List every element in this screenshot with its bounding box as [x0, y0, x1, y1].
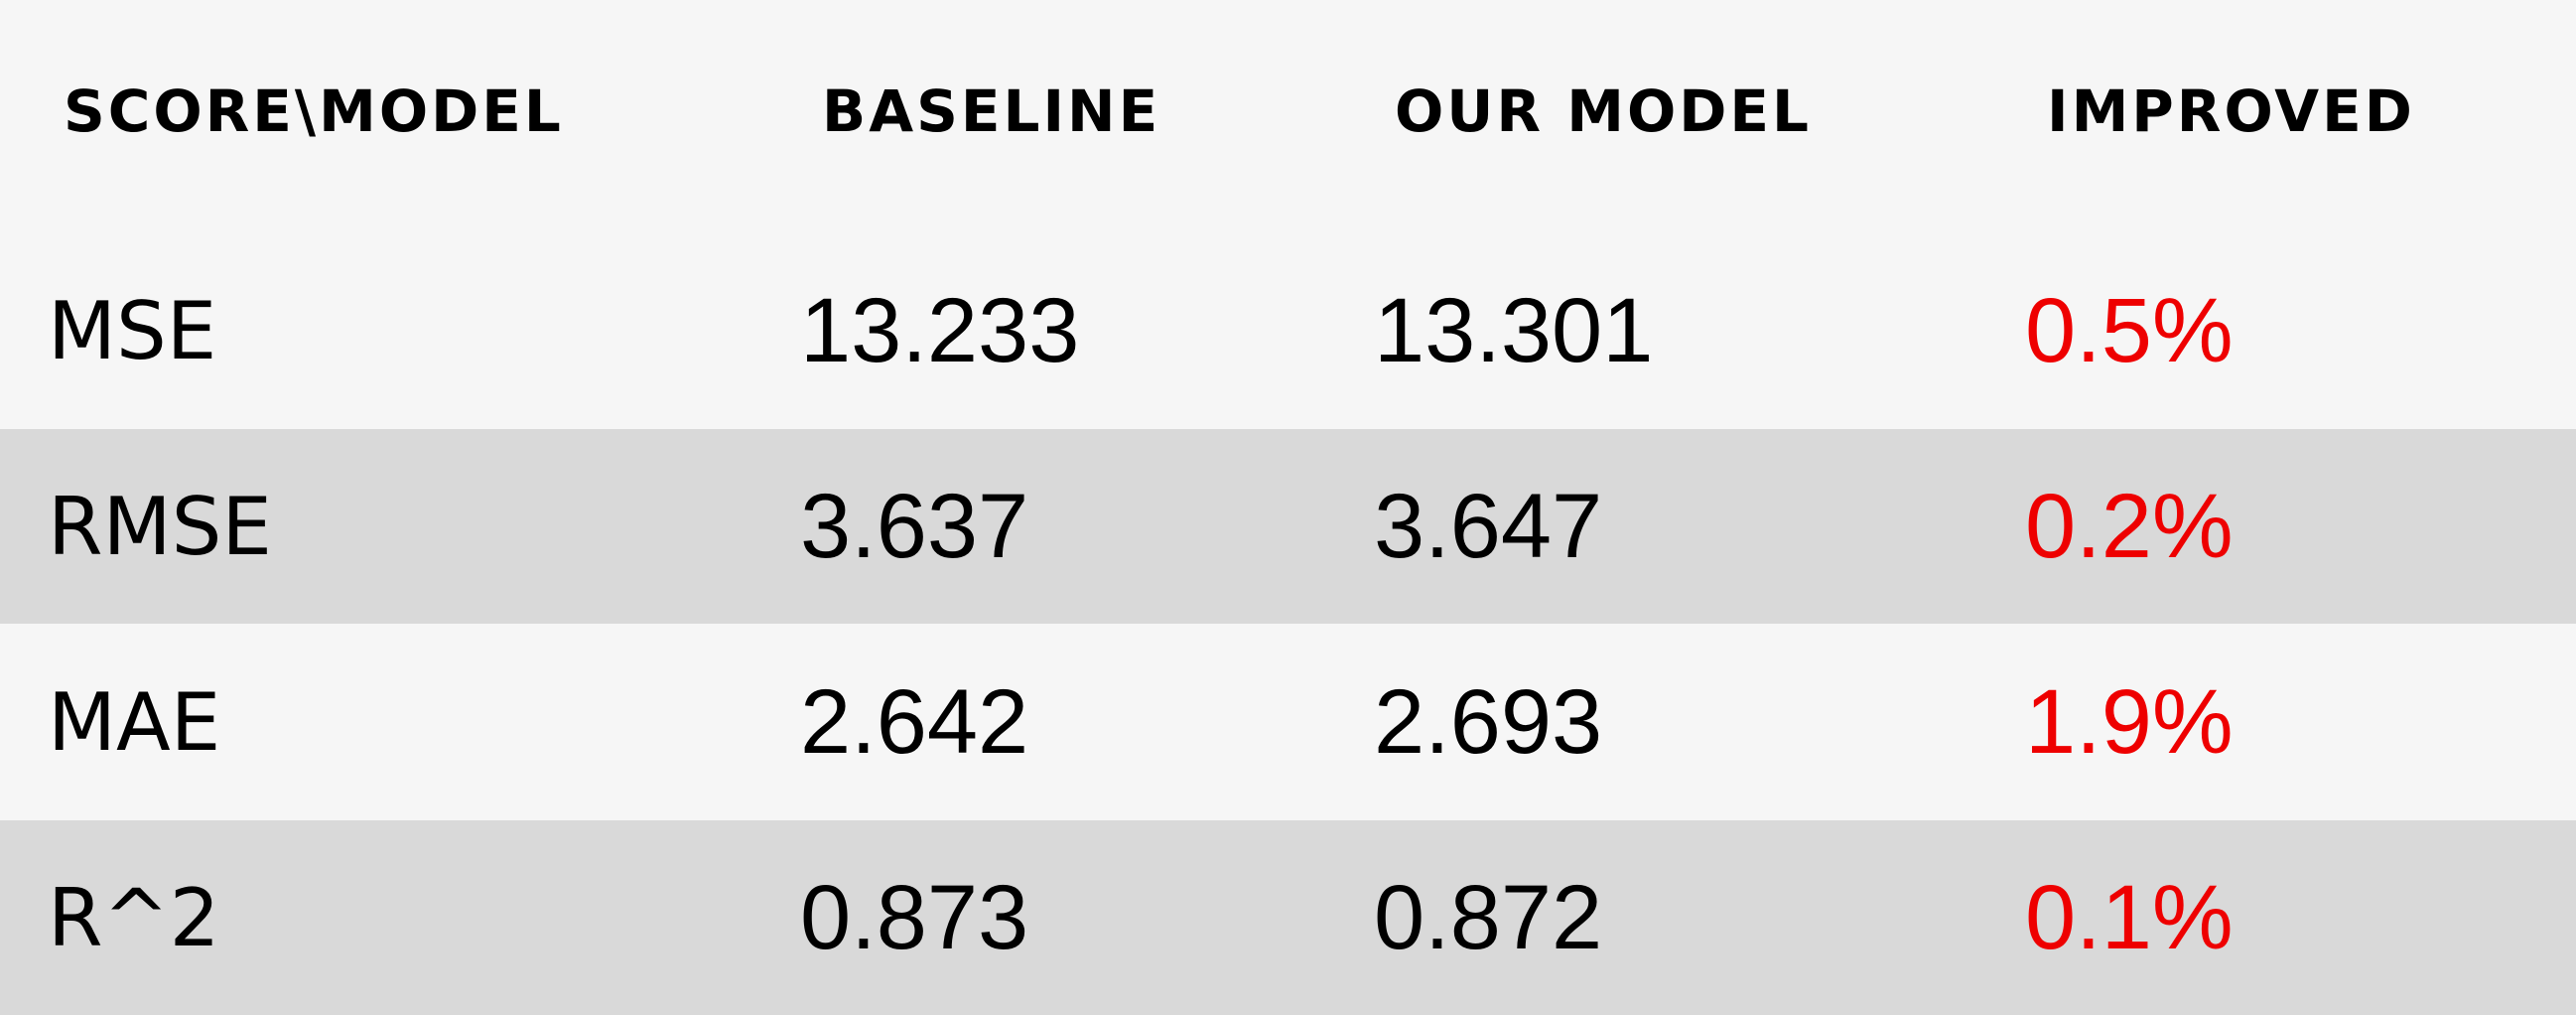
table-row: MAE 2.642 2.693 1.9%: [0, 625, 2576, 819]
column-header-score-model: SCORE\MODEL: [64, 77, 564, 145]
table-row: R^2 0.873 0.872 0.1%: [0, 820, 2576, 1015]
baseline-value: 13.233: [800, 279, 1080, 381]
table-row: RMSE 3.637 3.647 0.2%: [0, 429, 2576, 624]
table-row: MSE 13.233 13.301 0.5%: [0, 233, 2576, 428]
table-header-row: SCORE\MODEL BASELINE OUR MODEL IMPROVED: [0, 0, 2576, 233]
improved-value: 0.5%: [2025, 279, 2234, 381]
metric-cell: MSE: [48, 284, 217, 377]
column-header-baseline: BASELINE: [822, 77, 1161, 145]
metric-cell: MAE: [48, 675, 221, 769]
metric-cell: R^2: [48, 871, 220, 964]
baseline-value: 0.873: [800, 866, 1029, 968]
column-header-improved: IMPROVED: [2047, 77, 2415, 145]
baseline-value: 3.637: [800, 475, 1029, 577]
improved-value: 0.1%: [2025, 866, 2234, 968]
our-model-value: 13.301: [1374, 279, 1654, 381]
baseline-value: 2.642: [800, 670, 1029, 773]
metric-cell: RMSE: [48, 480, 272, 573]
our-model-value: 3.647: [1374, 475, 1603, 577]
our-model-value: 0.872: [1374, 866, 1603, 968]
improved-value: 0.2%: [2025, 475, 2234, 577]
our-model-value: 2.693: [1374, 670, 1603, 773]
column-header-our-model: OUR MODEL: [1395, 77, 1813, 145]
improved-value: 1.9%: [2025, 670, 2234, 773]
